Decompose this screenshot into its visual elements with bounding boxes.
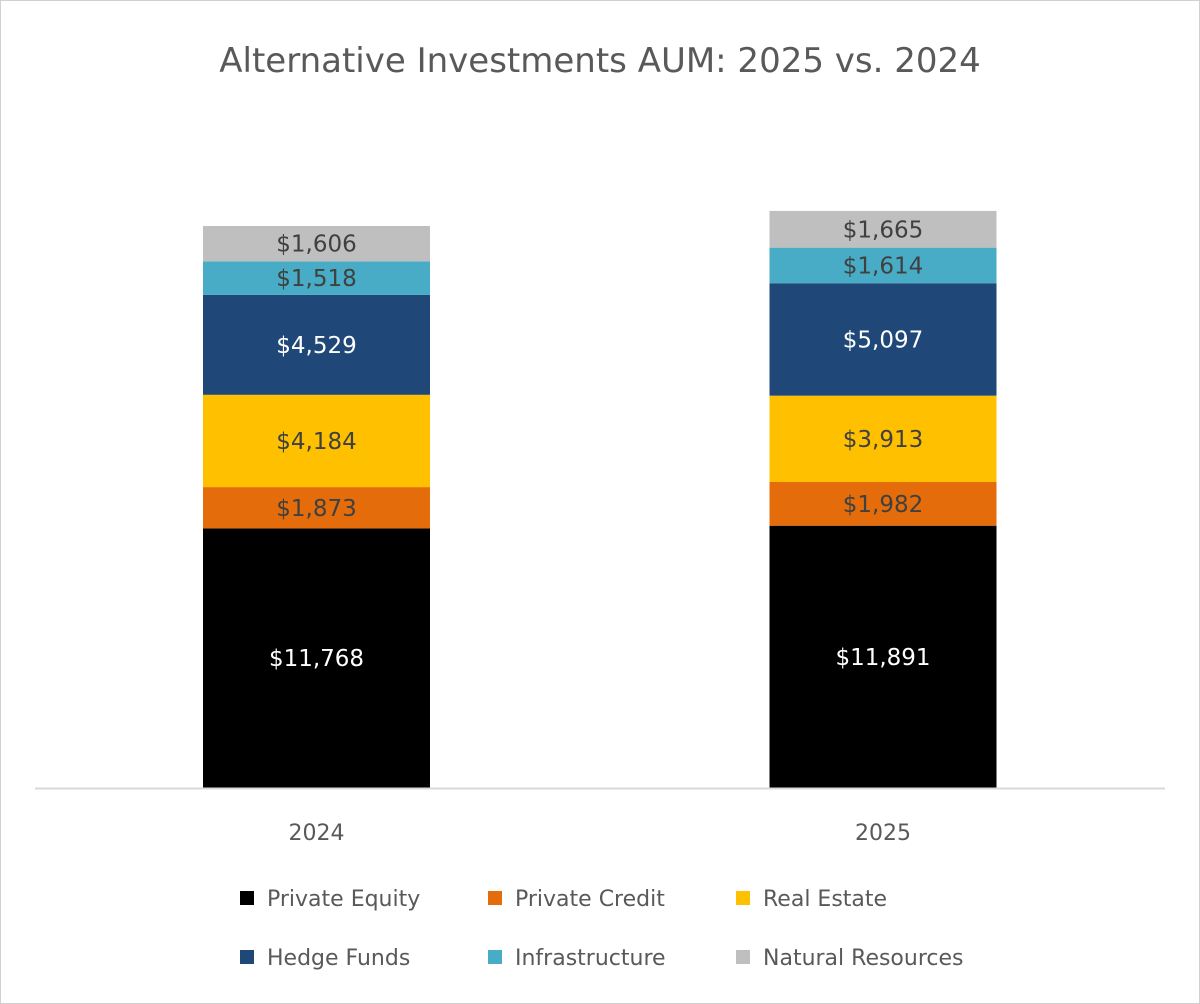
data-label: $5,097: [843, 327, 923, 353]
data-label: $4,184: [276, 429, 356, 455]
bar-segment-hedge-funds-2024: [203, 294, 430, 395]
legend-swatch: [736, 950, 750, 964]
legend-label: Private Equity: [267, 887, 420, 912]
bar-segment-natural-resources-2024: [203, 226, 430, 262]
data-label: $1,518: [276, 266, 356, 292]
legend-swatch: [488, 891, 502, 905]
x-tick-label: 2025: [855, 821, 911, 846]
chart-title: Alternative Investments AUM: 2025 vs. 20…: [219, 41, 981, 81]
data-label: $11,891: [835, 645, 930, 671]
bar-segment-infrastructure-2024: [203, 261, 430, 295]
legend-label: Hedge Funds: [267, 946, 410, 971]
data-label: $11,768: [269, 646, 364, 672]
legend-swatch: [240, 950, 254, 964]
data-label: $4,529: [276, 333, 356, 359]
bar-segment-private-credit-2024: [203, 487, 430, 529]
bar-segment-real-estate-2025: [769, 395, 997, 482]
legend-swatch: [736, 891, 750, 905]
legend-swatch: [488, 950, 502, 964]
legend-label: Private Credit: [515, 887, 665, 912]
x-tick-label: 2024: [289, 821, 345, 846]
data-label: $1,982: [843, 492, 923, 518]
legend-swatch: [240, 891, 254, 905]
bar-segment-infrastructure-2025: [769, 247, 997, 284]
data-label: $1,873: [276, 496, 356, 522]
data-label: $1,665: [843, 217, 923, 243]
bar-segment-private-credit-2025: [769, 481, 997, 526]
data-label: $1,606: [276, 232, 356, 258]
legend-label: Infrastructure: [515, 946, 666, 971]
legend-label: Natural Resources: [763, 946, 964, 971]
data-label: $3,913: [843, 427, 923, 453]
legend-label: Real Estate: [763, 887, 887, 912]
data-label: $1,614: [843, 253, 923, 279]
bar-segment-natural-resources-2025: [769, 210, 997, 248]
bar-segment-hedge-funds-2025: [769, 283, 997, 396]
bar-segment-private-equity-2024: [203, 528, 430, 788]
bar-segment-real-estate-2024: [203, 394, 430, 488]
bar-segment-private-equity-2025: [769, 525, 997, 788]
